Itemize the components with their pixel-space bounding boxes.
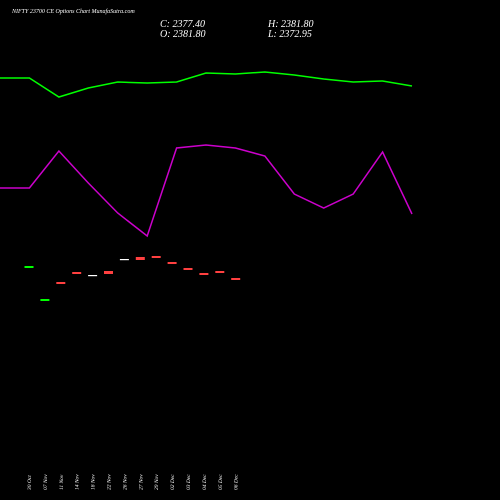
x-tick-label: 07 Nov — [43, 474, 49, 490]
candle-body — [24, 266, 34, 268]
x-tick-label: 05 Dec — [218, 474, 224, 490]
candle-body — [72, 272, 82, 274]
candle-body — [40, 299, 50, 301]
candle-body — [135, 257, 145, 260]
x-tick-label: 11 Nov — [59, 474, 65, 490]
candle-body — [88, 275, 98, 277]
x-tick-label: 03 Dec — [186, 474, 192, 490]
candle-body — [119, 259, 129, 261]
candle-body — [215, 271, 225, 273]
candle-body — [183, 268, 193, 270]
candle-body — [167, 262, 177, 264]
candle-body — [104, 271, 113, 274]
x-tick-label: 06 Dec — [234, 474, 240, 490]
candle-body — [231, 278, 241, 280]
x-tick-label: 26 Nov — [122, 474, 128, 490]
x-tick-label: 04 Dec — [201, 474, 208, 490]
line — [0, 144, 413, 238]
x-tick-label: 02 Dec — [170, 474, 176, 490]
x-tick-label: 27 Nov — [138, 474, 144, 490]
x-tick-label: 22 Nov — [107, 474, 113, 490]
close-label: C: 2377.40 — [160, 19, 205, 30]
candle-body — [56, 282, 66, 284]
low-label: L: 2372.95 — [267, 29, 312, 40]
chart-title: NIFTY 23700 CE Options Chart MunafaSutra… — [11, 8, 135, 15]
x-tick-label: 29 Nov — [154, 474, 160, 490]
x-tick-label: 18 Nov — [91, 474, 97, 490]
x-tick-label: 14 Nov — [74, 474, 81, 490]
candle-body — [151, 256, 161, 258]
line — [0, 71, 413, 98]
x-tick-label: 30 Oct — [27, 475, 33, 491]
candle-body — [199, 273, 209, 275]
open-label: O: 2381.80 — [160, 29, 206, 40]
high-label: H: 2381.80 — [267, 19, 314, 30]
